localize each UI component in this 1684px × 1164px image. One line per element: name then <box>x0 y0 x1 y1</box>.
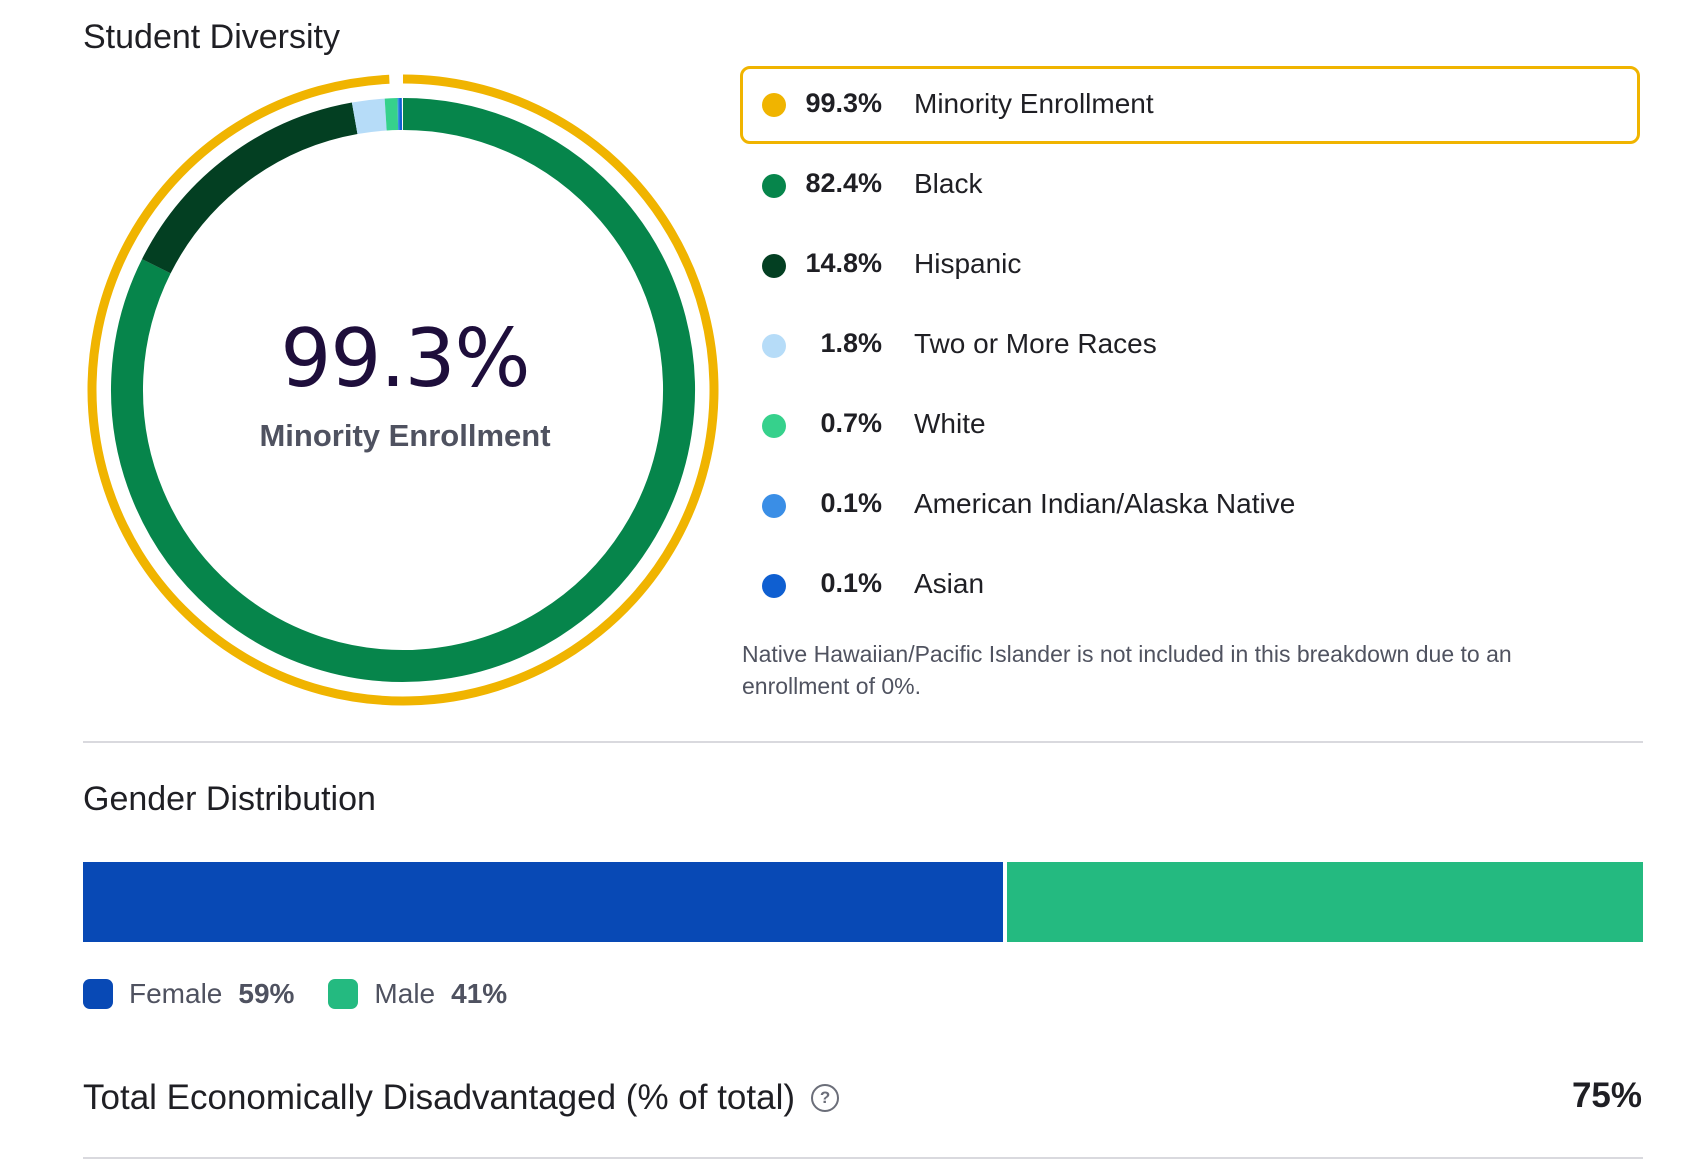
donut-segment-black[interactable] <box>111 98 695 682</box>
legend-label: Minority Enrollment <box>914 88 1154 119</box>
diversity-donut-chart <box>87 74 719 706</box>
legend-item-black[interactable]: 82.4% Black <box>740 146 1640 226</box>
legend-item-american-indian-alaska-native[interactable]: 0.1% American Indian/Alaska Native <box>740 466 1640 546</box>
donut-outer-ring-minority-enrollment[interactable] <box>87 74 719 706</box>
female-percentage: 59% <box>238 978 295 1009</box>
donut-segment-two-or-more-races[interactable] <box>351 98 387 135</box>
gender-bar-female[interactable] <box>83 862 1004 942</box>
legend-percentage: 82.4% <box>805 168 882 198</box>
legend-label: White <box>914 408 986 439</box>
male-percentage: 41% <box>451 978 508 1009</box>
legend-dot-icon <box>762 574 786 598</box>
legend-label: Hispanic <box>914 248 1022 279</box>
legend-dot-icon <box>762 254 786 278</box>
female-label: Female <box>129 978 223 1009</box>
male-label: Male <box>374 978 436 1009</box>
legend-item-asian[interactable]: 0.1% Asian <box>740 546 1640 626</box>
legend-label: Two or More Races <box>914 328 1157 359</box>
legend-item-minority-enrollment[interactable]: 99.3% Minority Enrollment <box>740 66 1640 144</box>
gender-bar-male[interactable] <box>1007 862 1643 942</box>
economically-disadvantaged-label: Total Economically Disadvantaged (% of t… <box>83 1078 840 1118</box>
legend-percentage: 0.1% <box>820 568 882 598</box>
legend-dot-icon <box>762 334 786 358</box>
economically-disadvantaged-text: Total Economically Disadvantaged (% of t… <box>83 1078 796 1117</box>
student-diversity-title: Student Diversity <box>83 18 340 56</box>
male-swatch-icon <box>328 979 359 1009</box>
economically-disadvantaged-value: 75% <box>1571 1076 1642 1115</box>
legend-item-white[interactable]: 0.7% White <box>740 386 1640 466</box>
legend-percentage: 14.8% <box>805 248 882 278</box>
legend-label: Asian <box>914 568 985 599</box>
legend-percentage: 1.8% <box>820 328 882 358</box>
legend-label: Black <box>914 168 983 199</box>
section-divider <box>83 741 1643 743</box>
legend-item-hispanic[interactable]: 14.8% Hispanic <box>740 226 1640 306</box>
diversity-legend: 99.3% Minority Enrollment 82.4% Black 14… <box>740 66 1640 626</box>
legend-dot-icon <box>762 414 786 438</box>
gender-distribution-title: Gender Distribution <box>83 780 376 818</box>
donut-center-label: Minority Enrollment <box>259 418 551 453</box>
legend-dot-icon <box>762 93 786 117</box>
legend-percentage: 0.1% <box>820 488 882 518</box>
legend-percentage: 99.3% <box>805 88 882 118</box>
legend-dot-icon <box>762 174 786 198</box>
section-divider <box>83 1157 1643 1159</box>
legend-dot-icon <box>762 494 786 518</box>
legend-label: American Indian/Alaska Native <box>914 488 1296 519</box>
donut-segment-hispanic[interactable] <box>142 102 358 274</box>
gender-distribution-bar <box>83 862 1643 942</box>
legend-percentage: 0.7% <box>820 408 882 438</box>
diversity-footnote: Native Hawaiian/Pacific Islander is not … <box>742 641 1512 699</box>
gender-bar-gap <box>1003 862 1008 942</box>
legend-item-two-or-more-races[interactable]: 1.8% Two or More Races <box>740 306 1640 386</box>
donut-center-value: 99.3% <box>280 312 530 405</box>
gender-legend: Female 59% Male 41% <box>83 978 541 1010</box>
female-swatch-icon <box>83 979 113 1009</box>
help-question-icon[interactable]: ? <box>811 1084 840 1112</box>
